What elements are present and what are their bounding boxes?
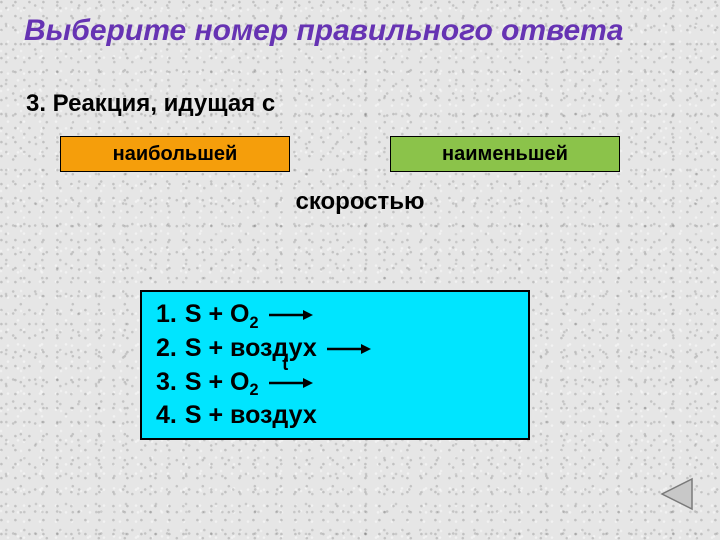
answer-row[interactable]: 2.S + воздух (156, 332, 526, 366)
answer-number: 2. (156, 332, 177, 366)
answer-formula: S + воздух (185, 399, 317, 433)
arrow-right-icon (267, 308, 313, 322)
answer-formula: S + O (185, 298, 250, 332)
answer-number: 1. (156, 298, 177, 332)
content-layer: Выберите номер правильного ответа 3. Реа… (0, 0, 720, 540)
answer-formula: S + O (185, 366, 250, 400)
option-tag-largest[interactable]: наибольшей (60, 136, 290, 172)
answer-number: 4. (156, 399, 177, 433)
answers-box: 1.S + O22.S + воздух3.S + O2t4.S + возду… (140, 290, 530, 440)
option-tag-smallest[interactable]: наименьшей (390, 136, 620, 172)
answer-row[interactable]: 3.S + O2t (156, 366, 526, 400)
reaction-arrow: t (259, 366, 313, 400)
arrow-right-icon (325, 342, 371, 356)
reaction-arrow (317, 332, 371, 366)
answer-row[interactable]: 1.S + O2 (156, 298, 526, 332)
triangle-left-icon (658, 477, 694, 511)
reaction-arrow (259, 298, 313, 332)
arrow-condition-label: t (282, 352, 288, 376)
answer-number: 3. (156, 366, 177, 400)
slide-root: Выберите номер правильного ответа 3. Реа… (0, 0, 720, 540)
speed-label: скоростью (0, 188, 720, 216)
answer-formula: S + воздух (185, 332, 317, 366)
arrow-right-icon (267, 376, 313, 390)
nav-back-button[interactable] (658, 477, 694, 516)
slide-title: Выберите номер правильного ответа (24, 14, 624, 48)
question-text: 3. Реакция, идущая с (26, 90, 275, 118)
answer-row[interactable]: 4.S + воздух (156, 399, 526, 433)
